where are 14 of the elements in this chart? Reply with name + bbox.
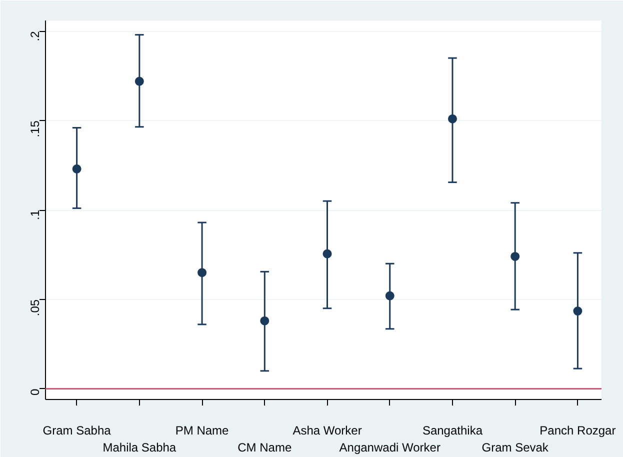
y-tick-label: 0 [28, 388, 42, 396]
y-tick-label: .05 [28, 299, 42, 316]
x-tick-label: Gram Sabha [42, 424, 112, 438]
x-tick-label: Sangathika [422, 424, 483, 438]
x-tick-label: Asha Worker [292, 424, 362, 438]
y-tick-label: .15 [28, 120, 42, 138]
x-tick-label: Anganwadi Worker [339, 440, 440, 454]
x-tick-label: Panch Rozgar [540, 424, 616, 438]
y-tick-label: .1 [28, 210, 42, 220]
x-tick-label: Gram Sevak [482, 440, 550, 454]
y-tick-label: .2 [28, 30, 42, 42]
x-tick-label: CM Name [238, 440, 292, 454]
x-tick-label: Mahila Sabha [102, 440, 176, 454]
x-tick-label: PM Name [175, 424, 230, 438]
